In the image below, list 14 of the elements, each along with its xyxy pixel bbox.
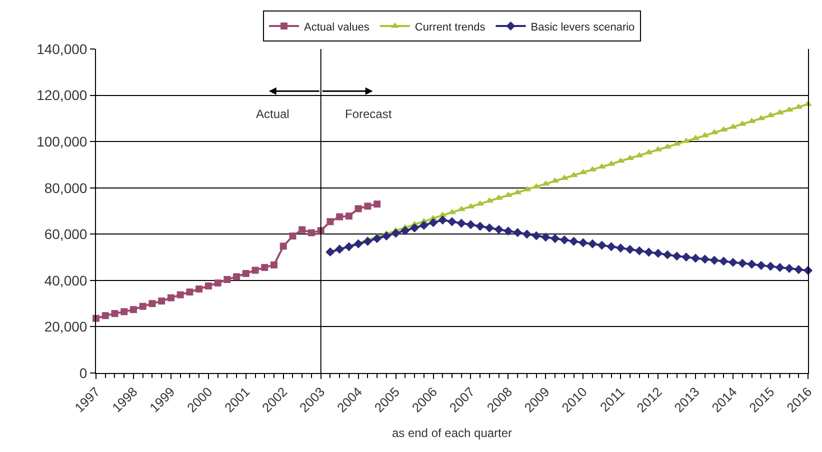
legend-label: Basic levers scenario [530, 21, 635, 34]
legend-label: Actual values [304, 21, 370, 34]
annotation: Actual [256, 107, 290, 121]
legend-label: Current trends [414, 21, 486, 34]
y-tick-label: 120,000 [36, 87, 88, 104]
y-tick-label: 100,000 [36, 133, 88, 150]
y-tick-label: 80,000 [44, 180, 88, 196]
y-tick-label: 20,000 [44, 318, 88, 335]
y-tick-label: 0 [79, 364, 88, 381]
x-axis-title: as end of each quarter [392, 426, 512, 440]
y-tick-label: 140,000 [36, 40, 88, 57]
y-tick-label: 60,000 [44, 226, 88, 242]
annotation: Forecast [345, 107, 392, 121]
y-tick-label: 40,000 [44, 272, 88, 288]
